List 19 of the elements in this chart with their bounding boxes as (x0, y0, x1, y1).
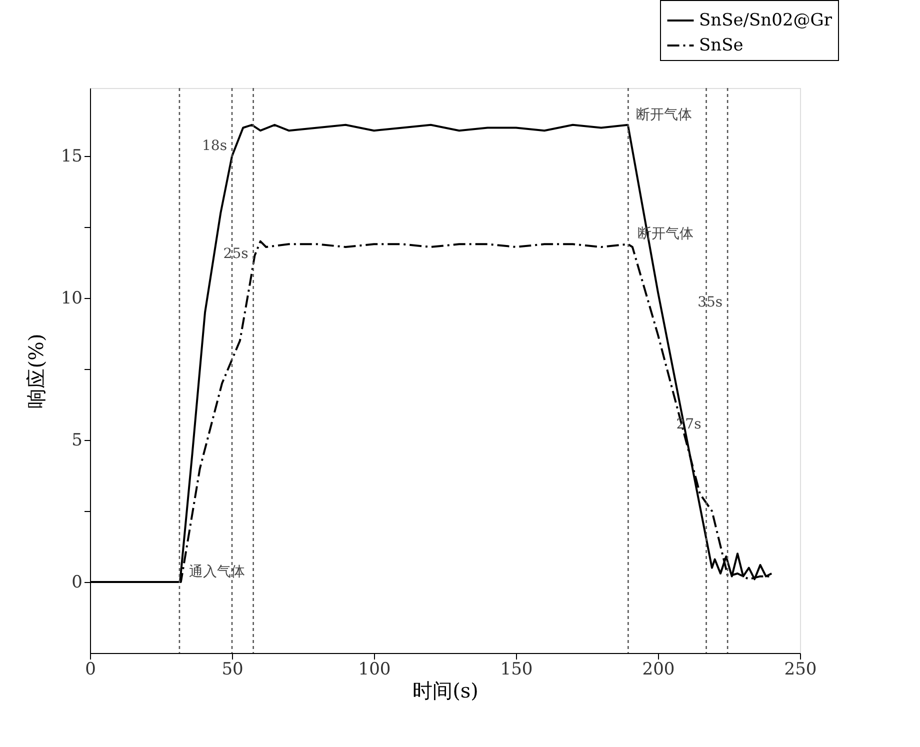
x-tick-label: 50 (222, 660, 244, 680)
y-axis-title: 响应(%) (24, 334, 48, 408)
x-tick-label: 0 (85, 660, 96, 680)
annotation: 25s (223, 246, 248, 262)
annotation: 18s (202, 138, 227, 154)
y-tick-label: 0 (72, 572, 82, 593)
y-tick-label: 15 (60, 146, 82, 167)
annotation: 通入气体 (188, 564, 245, 580)
x-tick-label: 200 (642, 660, 675, 680)
legend-label: SnSe (699, 36, 744, 56)
y-tick-label: 5 (72, 430, 82, 451)
x-tick-label: 100 (358, 660, 391, 680)
y-tick-label: 10 (60, 288, 82, 309)
x-tick-label: 150 (500, 660, 533, 680)
x-tick-label: 250 (784, 660, 817, 680)
annotation: 35s (698, 294, 723, 310)
annotation: 断开气体 (636, 106, 692, 123)
x-axis-title: 时间(s) (412, 678, 478, 702)
legend-label: SnSe/Sn02@Gr (699, 10, 833, 30)
